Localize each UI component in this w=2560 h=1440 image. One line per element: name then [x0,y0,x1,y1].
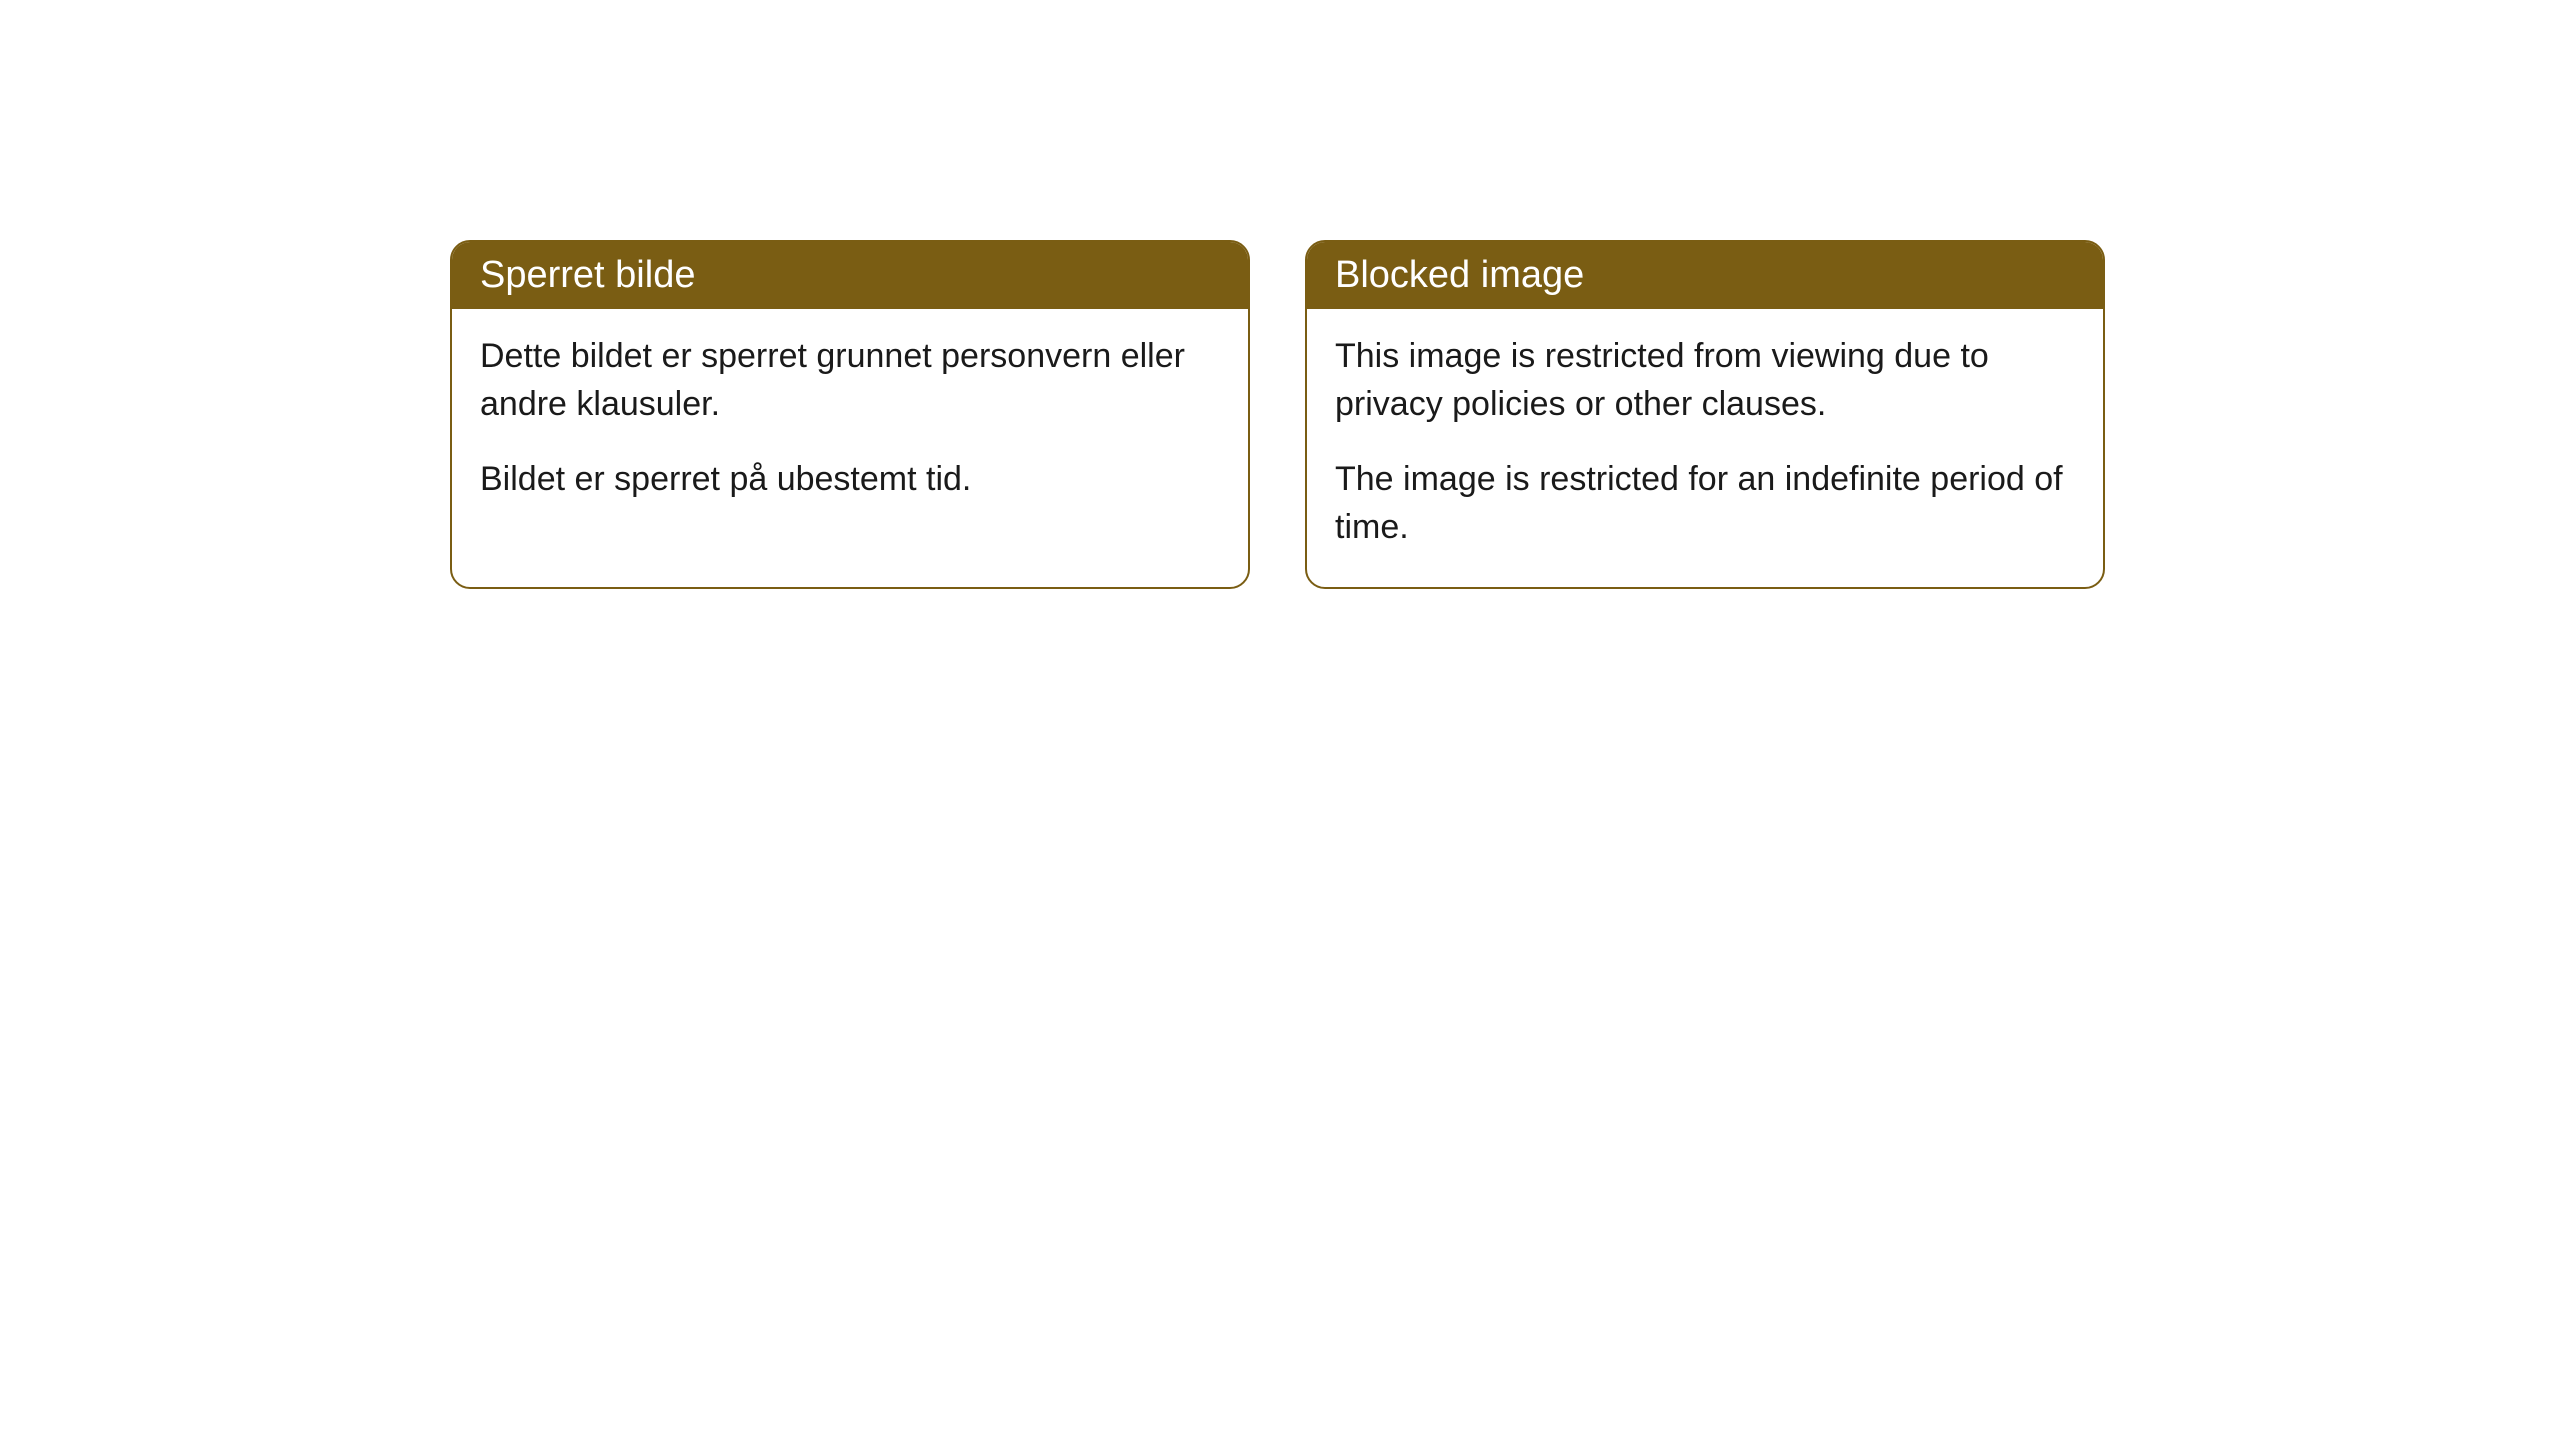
card-body-english: This image is restricted from viewing du… [1307,309,2103,587]
card-paragraph-1: Dette bildet er sperret grunnet personve… [480,333,1220,428]
card-title: Sperret bilde [480,254,695,296]
card-header-english: Blocked image [1307,242,2103,309]
blocked-image-card-norwegian: Sperret bilde Dette bildet er sperret gr… [450,240,1250,589]
card-paragraph-1: This image is restricted from viewing du… [1335,333,2075,428]
card-paragraph-2: The image is restricted for an indefinit… [1335,456,2075,551]
cards-container: Sperret bilde Dette bildet er sperret gr… [450,240,2560,589]
blocked-image-card-english: Blocked image This image is restricted f… [1305,240,2105,589]
card-header-norwegian: Sperret bilde [452,242,1248,309]
card-paragraph-2: Bildet er sperret på ubestemt tid. [480,456,1220,504]
card-title: Blocked image [1335,254,1584,296]
card-body-norwegian: Dette bildet er sperret grunnet personve… [452,309,1248,540]
